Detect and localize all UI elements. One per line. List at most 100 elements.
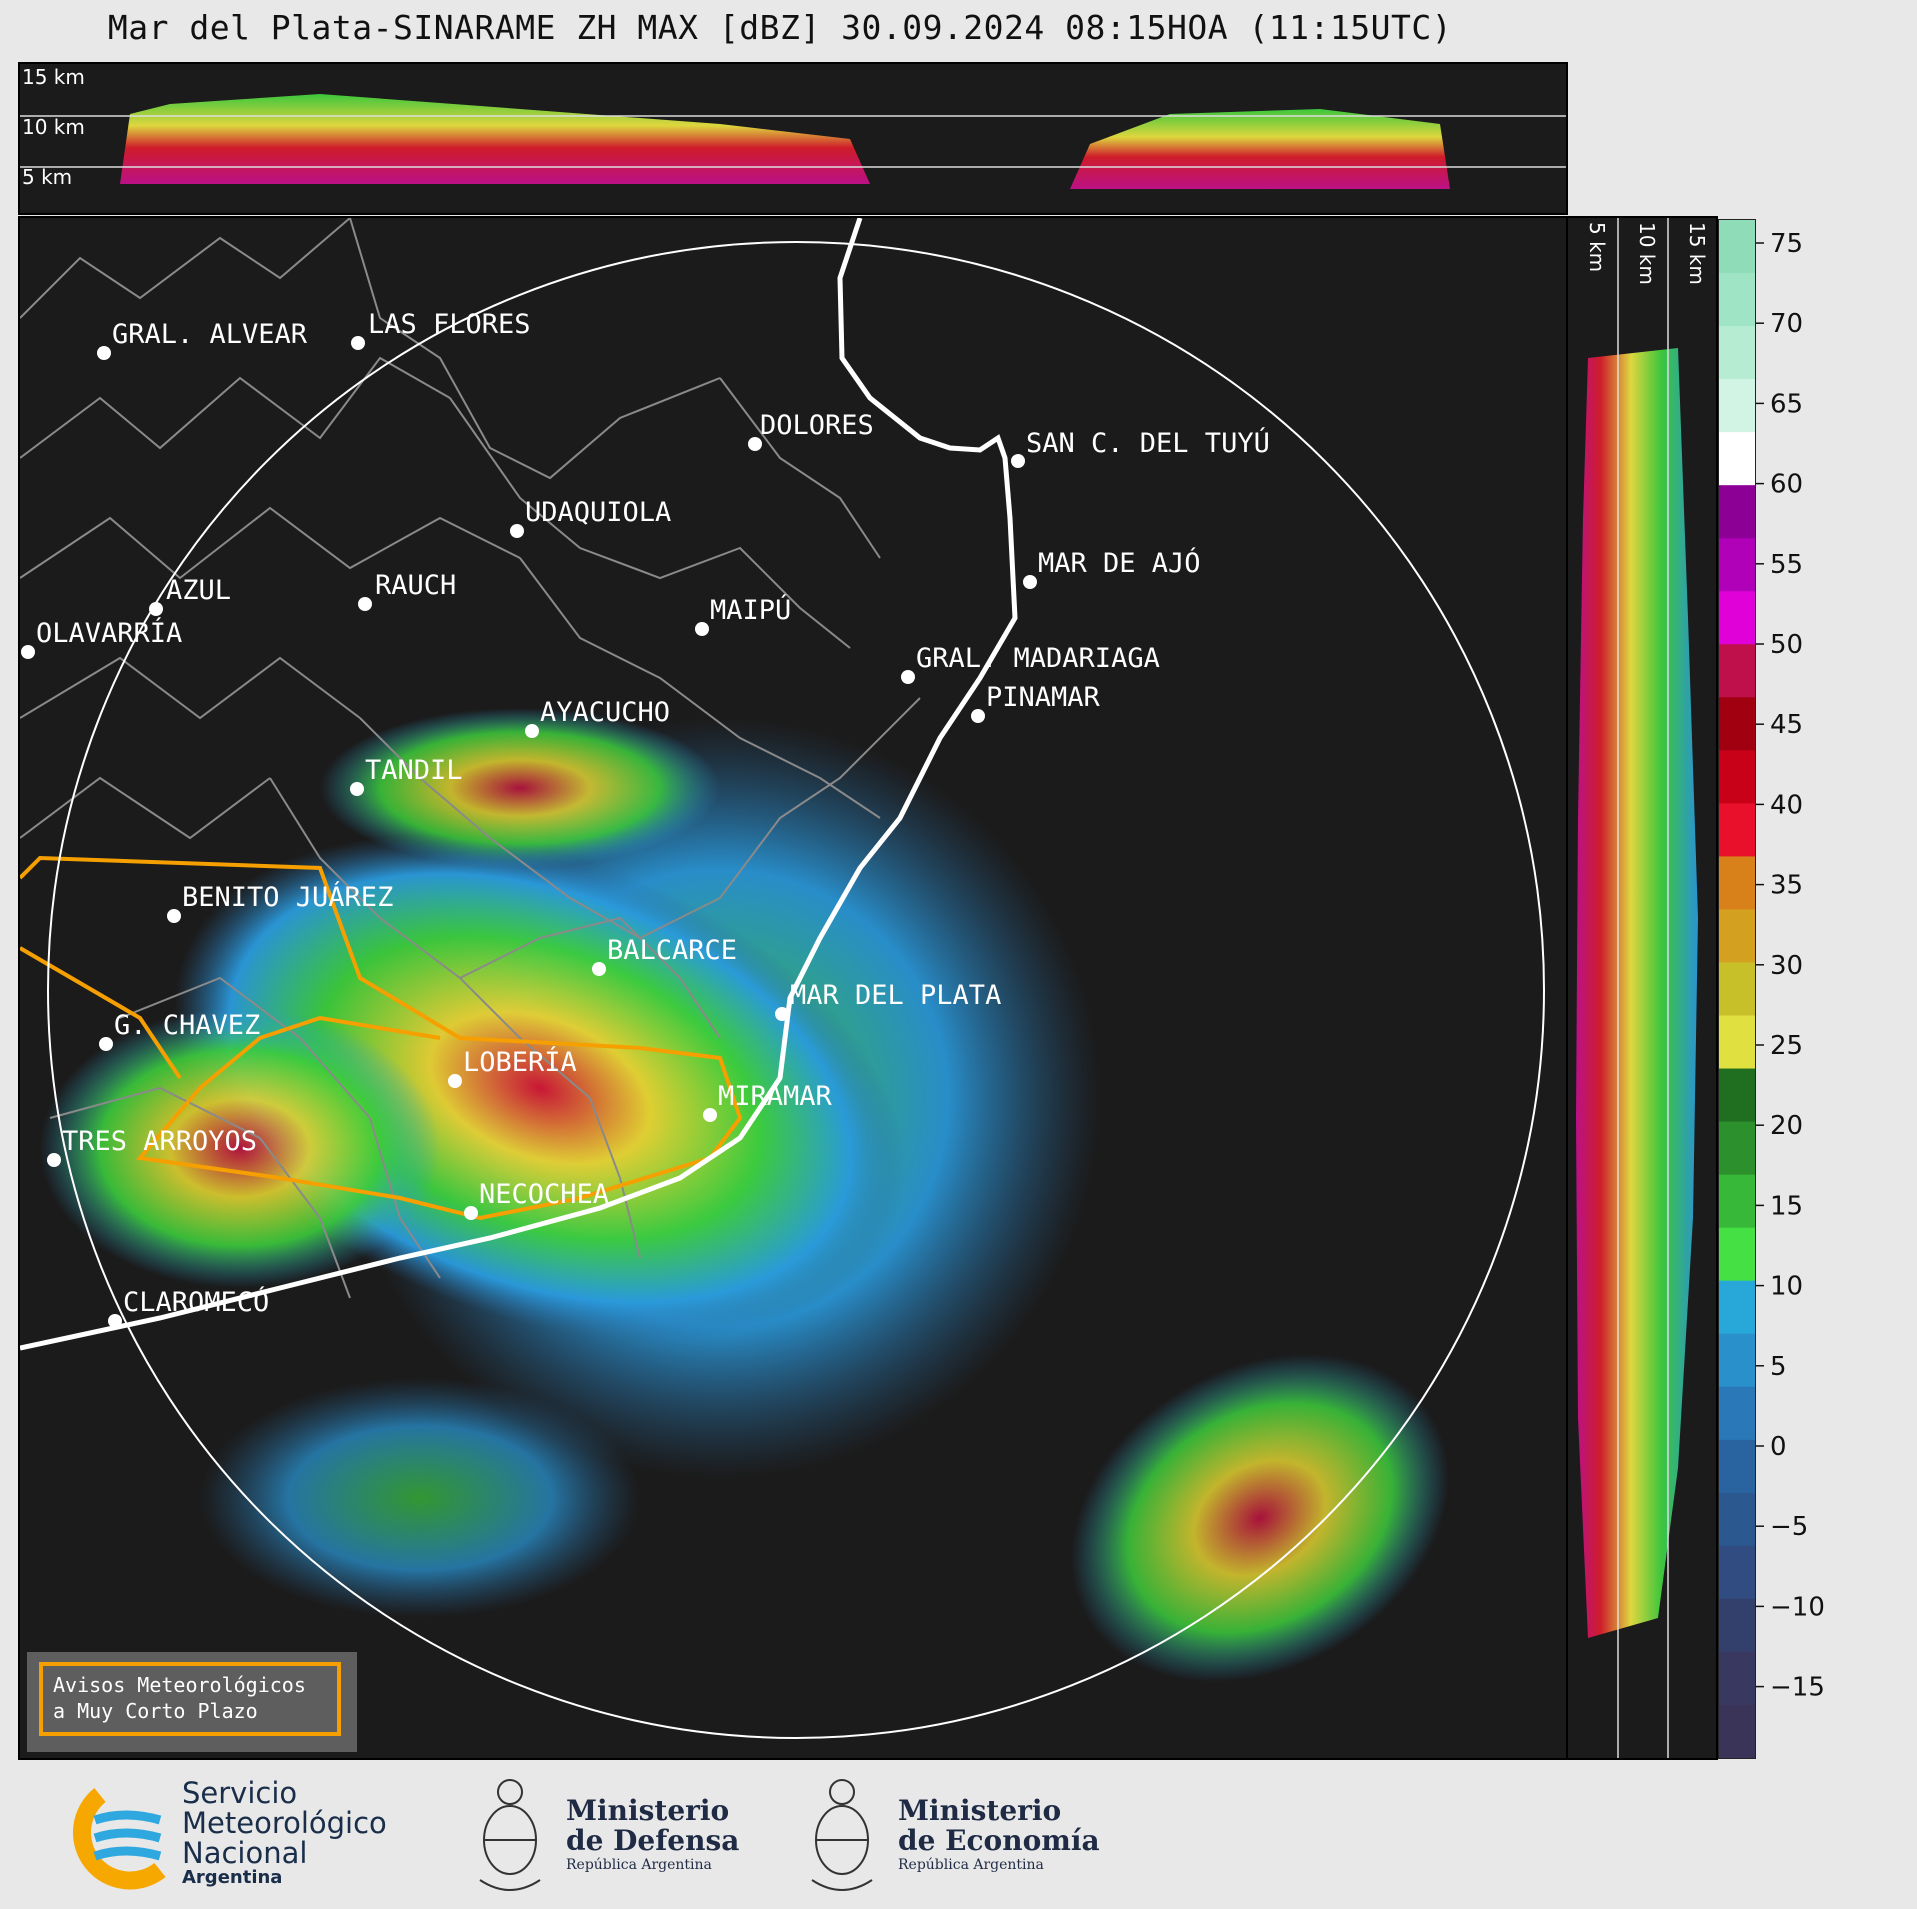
city-label-loberia: LOBERÍA: [463, 1046, 577, 1078]
city-marker: [775, 1007, 789, 1021]
defensa-line1: Ministerio: [566, 1794, 730, 1827]
colorbar-tick-label: 0: [1770, 1432, 1787, 1462]
colorbar-swatch: [1719, 1280, 1755, 1335]
economia-line2: de Economía: [898, 1824, 1100, 1857]
colorbar-swatch: [1719, 379, 1755, 434]
footer: Servicio Meteorológico Nacional Argentin…: [0, 1760, 1917, 1909]
colorbar-swatch: [1719, 485, 1755, 540]
top-cross-section-plot: 15 km 10 km 5 km: [20, 65, 1566, 189]
colorbar-tick-label: 20: [1770, 1111, 1803, 1141]
aviso-box[interactable]: Avisos Meteorológicos a Muy Corto Plazo: [27, 1652, 357, 1752]
city-marker: [748, 437, 762, 451]
colorbar-tick-label: 50: [1770, 630, 1803, 660]
colorbar-swatch: [1719, 538, 1755, 593]
smn-logo-icon: [73, 1787, 166, 1890]
aviso-line2: a Muy Corto Plazo: [53, 1699, 258, 1723]
city-label-balcarce: BALCARCE: [607, 935, 737, 966]
defensa-shield-icon: [479, 1779, 541, 1891]
colorbar-swatch: [1719, 432, 1755, 487]
city-marker: [149, 602, 163, 616]
city-marker: [448, 1074, 462, 1088]
city-label-san-clemente: SAN C. DEL TUYÚ: [1026, 427, 1270, 459]
city-label-benito-juarez: BENITO JUÁREZ: [182, 881, 393, 913]
side-height-5km: 5 km: [1585, 222, 1609, 272]
colorbar-swatch: [1719, 1015, 1755, 1070]
city-marker: [525, 724, 539, 738]
city-marker: [358, 597, 372, 611]
colorbar-tick-label: 70: [1770, 309, 1803, 339]
colorbar-swatch: [1719, 1174, 1755, 1229]
city-marker: [1023, 575, 1037, 589]
colorbar-tick-label: 25: [1770, 1031, 1803, 1061]
radar-map[interactable]: GRAL. ALVEAR LAS FLORES DOLORES SAN C. D…: [18, 216, 1568, 1760]
colorbar-swatch: [1719, 1386, 1755, 1441]
top-echo-left: [120, 94, 870, 184]
colorbar-swatch: [1719, 1439, 1755, 1494]
colorbar-tick-label: 35: [1770, 871, 1803, 901]
city-marker: [1011, 454, 1025, 468]
colorbar-swatch: [1719, 1704, 1755, 1758]
colorbar-swatch: [1719, 1492, 1755, 1547]
city-marker: [971, 709, 985, 723]
department-borders: [20, 218, 921, 1299]
city-label-mar-de-ajo: MAR DE AJÓ: [1038, 547, 1201, 579]
city-label-gral-madariaga: GRAL. MADARIAGA: [916, 643, 1160, 674]
aviso-link[interactable]: Avisos Meteorológicos a Muy Corto Plazo: [39, 1662, 341, 1736]
city-marker: [167, 909, 181, 923]
colorbar: [1718, 219, 1756, 1759]
economia-logo-text: Ministerio de Economía República Argenti…: [898, 1796, 1100, 1874]
smn-line1: Servicio: [182, 1776, 298, 1810]
colorbar-swatch: [1719, 1068, 1755, 1123]
echo-southeast-cells: [1071, 1354, 1449, 1682]
city-marker: [351, 336, 365, 350]
city-marker: [901, 670, 915, 684]
colorbar-swatch: [1719, 1121, 1755, 1176]
city-label-azul: AZUL: [166, 575, 231, 606]
colorbar-swatch: [1719, 273, 1755, 328]
side-height-15km: 15 km: [1685, 222, 1709, 285]
city-marker: [350, 782, 364, 796]
echo-southwest-blue: [200, 1378, 640, 1618]
colorbar-tick-label: 55: [1770, 550, 1803, 580]
colorbar-tick-label: 60: [1770, 470, 1803, 500]
city-marker: [99, 1037, 113, 1051]
colorbar-swatch: [1719, 1598, 1755, 1653]
colorbar-tick-label: 75: [1770, 229, 1803, 259]
defensa-logo-text: Ministerio de Defensa República Argentin…: [566, 1796, 739, 1874]
smn-logo-text: Servicio Meteorológico Nacional Argentin…: [182, 1778, 387, 1888]
colorbar-swatch: [1719, 1227, 1755, 1282]
colorbar-tick-label: 65: [1770, 389, 1803, 419]
colorbar-tick-label: 40: [1770, 790, 1803, 820]
colorbar-swatch: [1719, 591, 1755, 646]
radar-map-canvas: GRAL. ALVEAR LAS FLORES DOLORES SAN C. D…: [20, 218, 1545, 1739]
city-marker: [97, 346, 111, 360]
top-echo-right: [1070, 109, 1450, 189]
colorbar-tick-label: −15: [1770, 1673, 1825, 1703]
colorbar-swatch: [1719, 803, 1755, 858]
colorbar-swatch: [1719, 1651, 1755, 1706]
side-height-10km: 10 km: [1635, 222, 1659, 285]
aviso-line1: Avisos Meteorológicos: [53, 1673, 306, 1697]
smn-line4: Argentina: [182, 1867, 283, 1888]
top-height-10km: 10 km: [22, 115, 85, 139]
colorbar-swatch: [1719, 962, 1755, 1017]
top-height-5km: 5 km: [22, 165, 72, 189]
city-markers: [21, 336, 1037, 1328]
defensa-line3: República Argentina: [566, 1857, 712, 1873]
side-cross-section-plot: 5 km 10 km 15 km: [1576, 218, 1709, 1758]
colorbar-tick-label: 5: [1770, 1352, 1787, 1382]
colorbar-swatch: [1719, 750, 1755, 805]
city-label-ayacucho: AYACUCHO: [540, 697, 670, 728]
city-label-udaquiola: UDAQUIOLA: [525, 497, 671, 528]
colorbar-tick-label: −5: [1770, 1512, 1808, 1542]
city-label-tres-arroyos: TRES ARROYOS: [62, 1126, 257, 1157]
colorbar-tick-label: 10: [1770, 1272, 1803, 1302]
city-label-tandil: TANDIL: [365, 755, 463, 786]
city-marker: [108, 1314, 122, 1328]
colorbar-swatch: [1719, 856, 1755, 911]
city-marker: [703, 1108, 717, 1122]
side-cross-section-panel: 5 km 10 km 15 km: [1568, 216, 1718, 1760]
city-marker: [510, 524, 524, 538]
echo-north-cells: [320, 708, 720, 868]
colorbar-swatch: [1719, 1545, 1755, 1600]
